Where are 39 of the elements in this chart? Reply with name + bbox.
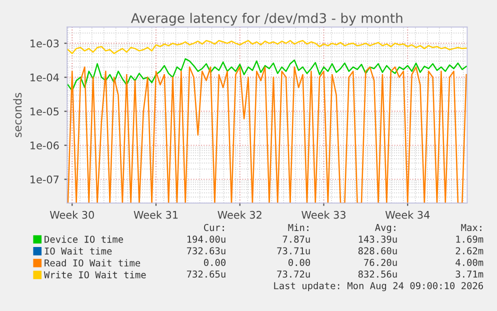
text: 4.00m [456,258,484,266]
text: 73.71u [277,247,310,254]
y-tick-label: 1e-05 [30,108,59,116]
legend-label: Read IO Wait time [44,259,140,267]
text: 832.56u [358,270,397,278]
y-tick-label: 1e-04 [30,74,59,82]
x-tick-label: Week 33 [302,210,346,219]
text: Cur: [204,224,224,232]
text: 0.00 [204,258,226,266]
y-tick-label: 1e-07 [30,176,59,184]
text: Min: [288,224,308,231]
text: Max: [461,224,482,232]
text: 732.63u [186,247,226,254]
y-tick-label: 1e-03 [30,40,59,48]
text: 1.69m [456,236,484,243]
x-tick-label: Week 34 [385,210,430,219]
text: 194.00u [187,236,226,243]
text: 73.72u [277,270,310,278]
text: 732.65u [186,270,226,278]
legend-label: IO Wait time [44,247,112,255]
text: 2.62m [456,247,484,254]
y-tick-label: 1e-06 [30,142,59,150]
text: 3.71m [456,270,484,278]
chart-title: Average latency for /dev/md3 - by month [130,12,402,26]
text: 828.60u [358,247,397,254]
text: 143.39u [358,236,397,243]
x-tick-label: Week 31 [134,210,178,219]
x-tick-label: Week 30 [50,210,94,219]
text: Avg: [375,224,396,233]
text: 7.87u [282,236,310,243]
legend-label: Write IO Wait time [44,271,146,278]
line-series [67,58,467,92]
legend-label: Device IO time [44,236,124,243]
text: 76.20u [364,258,397,266]
line-series [67,40,467,54]
y-axis-title: seconds [13,92,22,138]
text: 0.00 [288,258,310,266]
text: Last update: Mon Aug 24 09:00:10 2026 [274,282,483,292]
x-tick-label: Week 32 [218,210,262,219]
